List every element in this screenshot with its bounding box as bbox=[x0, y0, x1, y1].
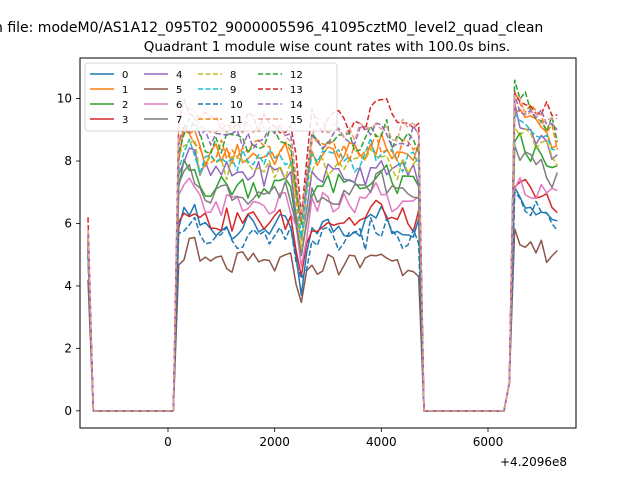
y-tick-label: 6 bbox=[64, 216, 72, 230]
legend-label-10: 10 bbox=[230, 100, 243, 111]
series-line-13 bbox=[87, 92, 558, 412]
y-tick-label: 4 bbox=[64, 279, 72, 293]
x-tick-label: 2000 bbox=[259, 435, 290, 449]
chart-suptitle: n file: modeM0/AS1A12_095T02_9000005596_… bbox=[0, 20, 543, 36]
legend-label-7: 7 bbox=[176, 115, 182, 126]
legend-label-13: 13 bbox=[290, 85, 303, 96]
legend-label-12: 12 bbox=[290, 70, 303, 81]
legend-label-0: 0 bbox=[122, 70, 128, 81]
legend-label-3: 3 bbox=[122, 115, 128, 126]
legend-label-4: 4 bbox=[176, 70, 182, 81]
series-line-15 bbox=[87, 94, 558, 412]
legend-box bbox=[84, 62, 338, 132]
x-tick-label: 6000 bbox=[473, 435, 504, 449]
legend-label-5: 5 bbox=[176, 85, 182, 96]
legend-label-8: 8 bbox=[230, 70, 236, 81]
y-tick-label: 2 bbox=[64, 341, 72, 355]
x-offset-label: +4.2096e8 bbox=[500, 455, 567, 469]
legend-label-11: 11 bbox=[230, 115, 243, 126]
x-tick-label: 4000 bbox=[366, 435, 397, 449]
y-tick-label: 10 bbox=[57, 92, 72, 106]
x-tick-label: 0 bbox=[164, 435, 172, 449]
legend-label-15: 15 bbox=[290, 115, 303, 126]
legend-label-1: 1 bbox=[122, 85, 128, 96]
chart-title: Quadrant 1 module wise count rates with … bbox=[144, 39, 510, 55]
legend-label-2: 2 bbox=[122, 100, 128, 111]
y-tick-label: 8 bbox=[64, 154, 72, 168]
y-tick-label: 0 bbox=[64, 404, 72, 418]
plot-frame bbox=[79, 57, 577, 429]
series-layer bbox=[87, 79, 559, 412]
legend-label-6: 6 bbox=[176, 100, 182, 111]
legend-label-14: 14 bbox=[290, 100, 303, 111]
legend-label-9: 9 bbox=[230, 85, 236, 96]
axes-layer: 0 2000 4000 6000 0 2 4 6 8 10 bbox=[57, 92, 504, 449]
